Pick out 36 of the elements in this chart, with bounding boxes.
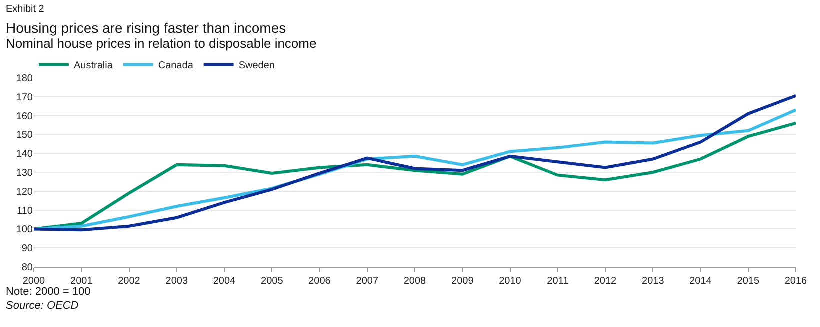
text: Exhibit 2	[6, 4, 45, 15]
legend-label: Canada	[158, 60, 194, 72]
chart-subtitle: Nominal house prices in relation to disposable income	[6, 36, 317, 51]
x-tick-label: 2006	[308, 276, 332, 287]
x-tick-label: 2001	[70, 276, 94, 287]
x-tick-label: 2013	[642, 276, 665, 287]
y-tick-label: 110	[17, 206, 34, 217]
x-tick-label: 2002	[118, 276, 141, 287]
x-tick-label: 2007	[356, 276, 379, 287]
source-note: Source: OECD	[6, 300, 79, 312]
x-tick-label: 2012	[594, 276, 618, 287]
x-tick-label: 2000	[22, 276, 46, 287]
y-tick-label: 80	[22, 262, 34, 274]
y-tick-label: 90	[22, 244, 34, 255]
x-tick-label: 2010	[499, 276, 522, 287]
y-tick-label: 170	[16, 92, 34, 104]
x-tick-label: 2008	[404, 276, 427, 287]
x-tick-label: 2015	[737, 276, 760, 287]
y-tick-label: 100	[16, 224, 34, 236]
x-tick-label: 2003	[166, 276, 188, 287]
y-tick-label: 160	[16, 111, 34, 122]
x-tick-label: 2005	[261, 276, 284, 287]
y-tick-label: 150	[16, 130, 34, 142]
y-tick-label: 130	[16, 168, 34, 179]
x-tick-label: 2004	[213, 276, 236, 287]
x-tick-label: 2011	[547, 276, 570, 287]
y-tick-label: 140	[16, 149, 34, 160]
y-tick-label: 180	[16, 74, 34, 84]
text: Note: 2000 = 100	[6, 286, 91, 298]
x-tick-label: 2014	[690, 276, 712, 287]
chart-title: Housing prices are rising faster than incomes	[6, 20, 286, 36]
x-tick-label: 2009	[452, 276, 474, 287]
x-tick-label: 2016	[784, 276, 808, 287]
y-tick-label: 120	[16, 186, 34, 198]
legend-label: Australia	[74, 60, 114, 72]
legend-label: Sweden	[238, 60, 275, 72]
